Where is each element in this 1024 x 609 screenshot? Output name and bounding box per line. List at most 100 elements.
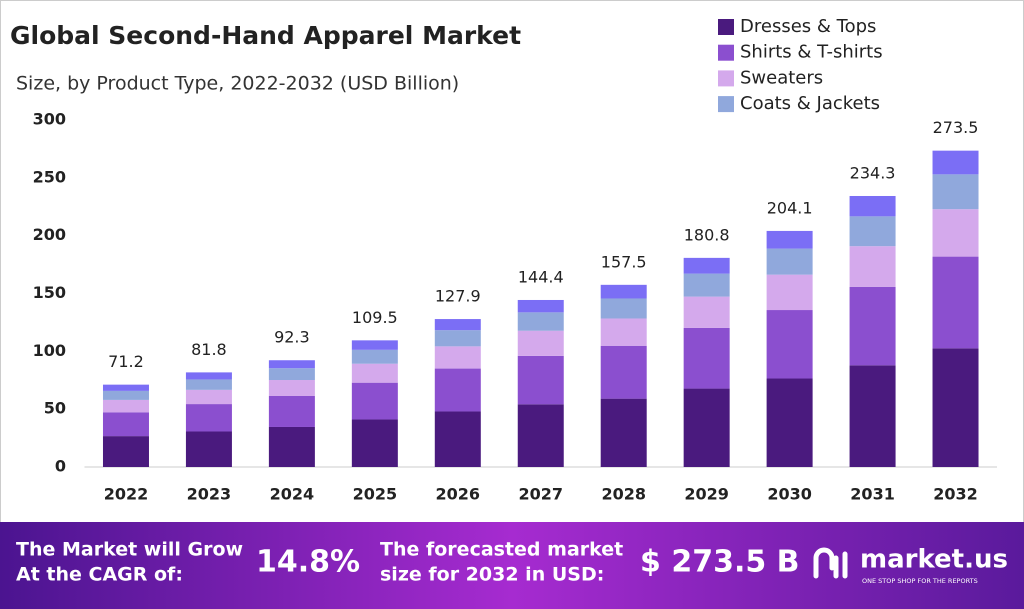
y-tick-label: 250	[33, 167, 66, 186]
bar-segment	[185, 431, 232, 467]
bar-segment	[683, 296, 730, 328]
plot: 0 50 100 150 200 250 300 Dresses & Tops Shirts &…	[33, 16, 997, 504]
bar-segment	[849, 246, 896, 287]
tagline: ONE STOP SHOP FOR THE REPORTS	[862, 577, 978, 585]
x-tick-label: 2029	[684, 485, 729, 504]
y-tick-label: 150	[33, 283, 66, 302]
bar-segment	[600, 398, 647, 467]
total-label: 180.8	[684, 225, 730, 244]
y-tick-label: 100	[33, 341, 66, 360]
total-label: 273.5	[933, 118, 979, 137]
bar-segment	[517, 404, 564, 467]
bar-segment	[185, 379, 232, 390]
bar-segment	[351, 419, 398, 467]
bar-segment	[517, 299, 564, 313]
bar-segment	[766, 378, 813, 467]
bar-segment	[932, 256, 979, 349]
y-tick-label: 50	[44, 399, 66, 418]
bar-segment	[932, 348, 979, 467]
bar-segment	[185, 404, 232, 432]
y-tick-label: 0	[55, 457, 66, 476]
x-tick-label: 2031	[850, 485, 895, 504]
bar-segment	[683, 327, 730, 389]
legend-label: Sweaters	[740, 67, 823, 88]
x-tick-label: 2027	[518, 485, 563, 504]
bar-segment	[600, 298, 647, 319]
x-tick-label: 2032	[933, 485, 978, 504]
bar-segment	[683, 273, 730, 297]
bar-segment	[351, 349, 398, 364]
legend-label: Shirts & T-shirts	[740, 42, 883, 63]
forecast-text: size for 2032 in USD:	[380, 564, 604, 586]
total-label: 157.5	[601, 252, 647, 271]
bar-segment	[766, 248, 813, 275]
bar-segment	[932, 174, 979, 210]
bar-segment	[102, 412, 149, 437]
legend-swatch	[718, 44, 734, 61]
legend-label: Dresses & Tops	[740, 16, 876, 37]
brand: market.us	[860, 545, 1008, 575]
x-tick-label: 2022	[104, 485, 149, 504]
bar-segment	[766, 230, 813, 249]
bar-segment	[849, 286, 896, 366]
bar-segment	[102, 399, 149, 413]
legend-swatch	[718, 19, 734, 35]
y-tick-label: 300	[33, 110, 66, 129]
x-tick-label: 2030	[767, 485, 812, 504]
footer-band	[0, 522, 1024, 609]
bar-segment	[102, 384, 149, 391]
bar-segment	[268, 395, 315, 427]
total-label: 127.9	[435, 287, 481, 306]
total-label: 204.1	[767, 198, 813, 217]
bar-segment	[434, 411, 481, 467]
footer: The Market will Grow At the CAGR of: 14.…	[16, 539, 1008, 586]
bar-segment	[766, 310, 813, 379]
bar-segment	[102, 436, 149, 467]
bar-segment	[351, 382, 398, 420]
bar-segment	[600, 284, 647, 299]
bar-segment	[268, 380, 315, 396]
bar-segment	[517, 312, 564, 331]
bar-segment	[932, 150, 979, 175]
brand-logo	[813, 547, 848, 579]
bar-segment	[766, 274, 813, 311]
forecast-text: The forecasted market	[380, 539, 623, 561]
forecast-value: $ 273.5 B	[640, 545, 800, 580]
bar-segment	[268, 368, 315, 381]
bar-segment	[268, 360, 315, 369]
bar-segment	[102, 390, 149, 400]
bar-segment	[517, 355, 564, 405]
bar-segment	[434, 346, 481, 369]
bar-segment	[849, 195, 896, 217]
bar-segment	[268, 426, 315, 467]
legend-label: Coats & Jackets	[740, 93, 880, 114]
x-tick-label: 2023	[187, 485, 232, 504]
y-tick-label: 200	[33, 225, 66, 244]
bar-segment	[185, 389, 232, 405]
cagr-value: 14.8%	[256, 545, 360, 580]
total-label: 109.5	[352, 308, 398, 327]
total-label: 92.3	[274, 328, 310, 347]
chart-title: Global Second-Hand Apparel Market	[10, 21, 521, 50]
bar-segment	[434, 330, 481, 347]
cagr-text: At the CAGR of:	[16, 564, 183, 586]
bar-segment	[683, 388, 730, 467]
bar-segment	[185, 372, 232, 380]
bar-segment	[351, 363, 398, 383]
legend-swatch	[718, 96, 734, 113]
bar-segment	[600, 318, 647, 346]
x-tick-label: 2026	[436, 485, 481, 504]
total-label: 234.3	[850, 163, 896, 182]
total-label: 81.8	[191, 340, 227, 359]
total-label: 71.2	[108, 352, 144, 371]
bar-segment	[600, 345, 647, 399]
legend-swatch	[718, 70, 734, 87]
bar-segment	[434, 368, 481, 412]
bar-segment	[849, 365, 896, 467]
bar-segment	[932, 209, 979, 257]
total-label: 144.4	[518, 267, 564, 286]
bar-segment	[849, 216, 896, 247]
x-tick-label: 2028	[601, 485, 646, 504]
x-tick-label: 2025	[353, 485, 398, 504]
